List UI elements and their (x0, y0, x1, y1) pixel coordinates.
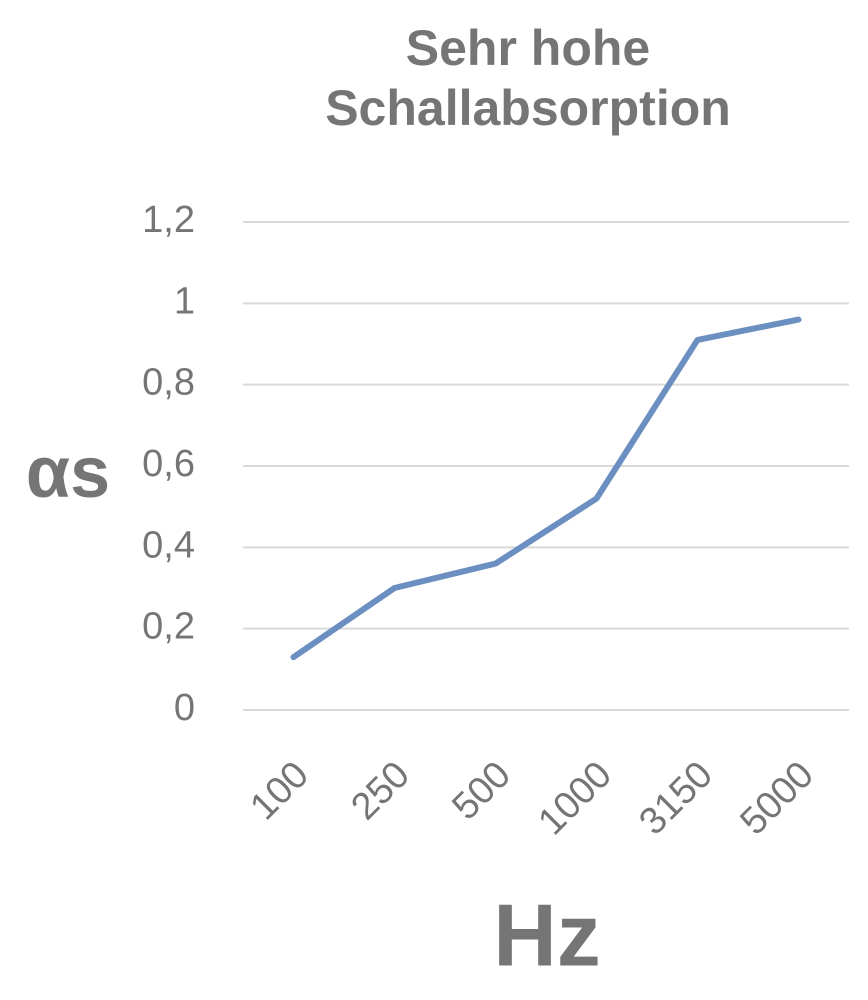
x-tick-label: 5000 (732, 754, 821, 843)
data-line (290, 316, 802, 661)
y-tick-label: 0,2 (142, 606, 195, 648)
y-tick-label: 1 (174, 280, 195, 322)
x-tick-label: 500 (444, 754, 519, 829)
y-axis-label: αs (26, 433, 110, 513)
y-tick-label: 0,4 (142, 524, 195, 566)
chart-title: Sehr hohe Schallabsorption (325, 20, 731, 136)
y-tick-label: 0,8 (142, 362, 195, 404)
y-tick-label: 0 (174, 687, 195, 729)
y-tick-label: 0,6 (142, 443, 195, 485)
x-tick-label: 100 (242, 754, 317, 829)
x-axis-label: Hz (493, 885, 601, 984)
x-tick-label: 1000 (530, 754, 619, 843)
x-tick-label: 250 (343, 754, 418, 829)
y-tick-label: 1,2 (142, 199, 195, 241)
x-tick-label: 3150 (631, 754, 720, 843)
